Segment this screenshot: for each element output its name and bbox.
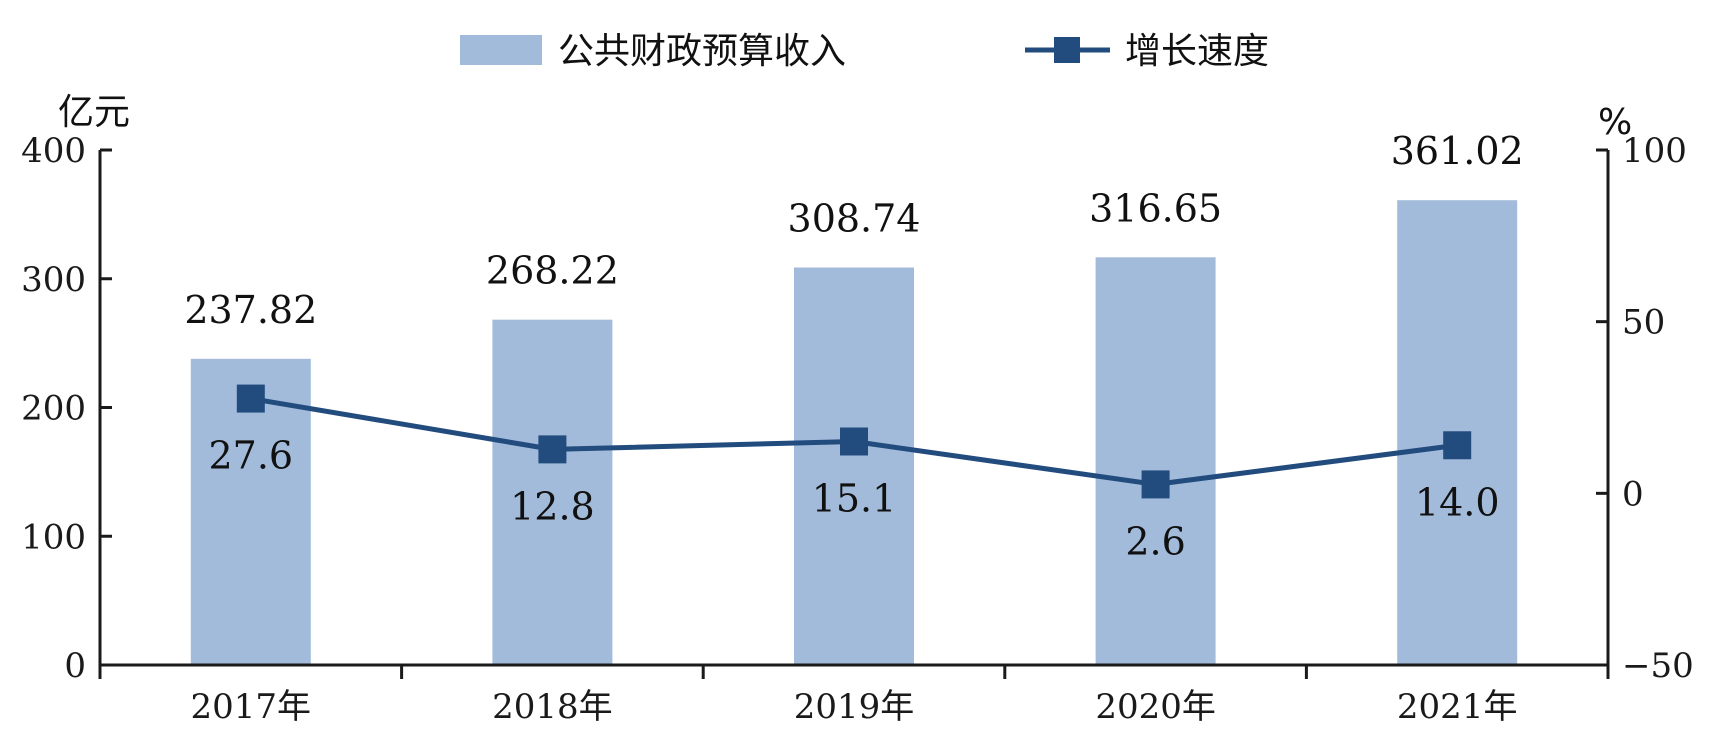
growth-marker-2 [840, 427, 868, 456]
left-tick-label-4: 400 [21, 131, 86, 171]
x-tick-label-3: 2020年 [1095, 687, 1216, 727]
x-tick-label-1: 2018年 [492, 687, 613, 727]
left-tick-label-3: 300 [21, 260, 86, 300]
line-series [236, 384, 1472, 499]
legend-label-line: 增长速度 [1125, 31, 1269, 72]
bar-2 [794, 267, 914, 665]
bar-3 [1095, 257, 1216, 665]
bar-value-label-2: 308.74 [788, 196, 921, 240]
growth-marker-3 [1141, 470, 1170, 499]
right-tick-label-1: 0 [1622, 474, 1644, 514]
left-tick-label-0: 0 [64, 646, 86, 686]
growth-value-label-2: 15.1 [812, 476, 897, 520]
bar-value-label-0: 237.82 [184, 288, 317, 332]
axes: 0 100 200 300 400 −50 0 50 100 2017年 2018年 2019年 202… [21, 131, 1694, 727]
growth-value-label-4: 14.0 [1415, 480, 1500, 524]
x-tick-label-4: 2021年 [1397, 687, 1518, 727]
legend: 公共财政预算收入 增长速度 [460, 31, 1269, 72]
data-labels: 237.82 268.22 308.74 316.65 361.02 27.6 12.8 15… [184, 129, 1523, 563]
legend-label-bar: 公共财政预算收入 [558, 31, 846, 72]
bar-value-label-3: 316.65 [1089, 186, 1222, 230]
growth-value-label-1: 12.8 [510, 484, 595, 528]
growth-marker-4 [1443, 431, 1472, 460]
growth-value-label-0: 27.6 [208, 434, 293, 478]
legend-bar-swatch [460, 35, 542, 65]
left-axis-unit: 亿元 [58, 92, 130, 133]
growth-marker-1 [538, 435, 567, 464]
x-tick-label-0: 2017年 [191, 687, 312, 727]
left-tick-label-2: 200 [21, 389, 86, 429]
legend-marker-swatch [1054, 37, 1080, 63]
x-tick-label-2: 2019年 [794, 687, 915, 727]
growth-value-label-3: 2.6 [1125, 519, 1185, 563]
bar-value-label-4: 361.02 [1391, 129, 1524, 173]
bar-value-label-1: 268.22 [486, 249, 619, 293]
bar-1 [492, 319, 613, 665]
left-tick-label-1: 100 [21, 517, 86, 557]
growth-marker-0 [236, 384, 265, 413]
right-tick-label-3: 100 [1622, 131, 1687, 171]
right-tick-label-0: −50 [1622, 646, 1694, 686]
right-axis-unit: % [1598, 102, 1632, 143]
right-tick-label-2: 50 [1622, 303, 1665, 343]
